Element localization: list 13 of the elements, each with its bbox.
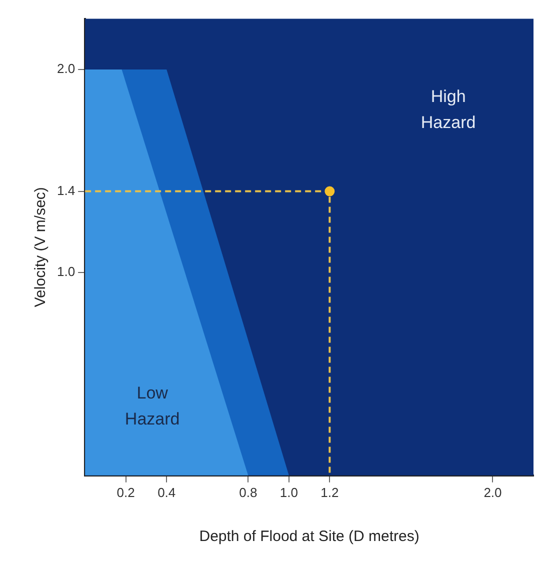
x-axis-title: Depth of Flood at Site (D metres) <box>199 528 420 546</box>
y-tick-label: 2.0 <box>56 61 76 76</box>
x-tick-label: 0.8 <box>239 484 258 500</box>
x-tick-label: 1.2 <box>320 484 339 500</box>
x-tick-label: 0.4 <box>158 484 176 500</box>
x-tick-label: 1.0 <box>280 484 298 500</box>
y-axis-title: Velocity (V m/sec) <box>32 187 50 308</box>
band-label: High Hazard <box>420 86 476 132</box>
y-tick-label: 1.0 <box>56 264 76 280</box>
x-tick-label: 0.2 <box>116 484 135 500</box>
x-tick-label: 2.0 <box>484 484 502 500</box>
annotation: Low Hazard <box>124 384 180 429</box>
y-tick-label: 1.4 <box>56 182 76 198</box>
